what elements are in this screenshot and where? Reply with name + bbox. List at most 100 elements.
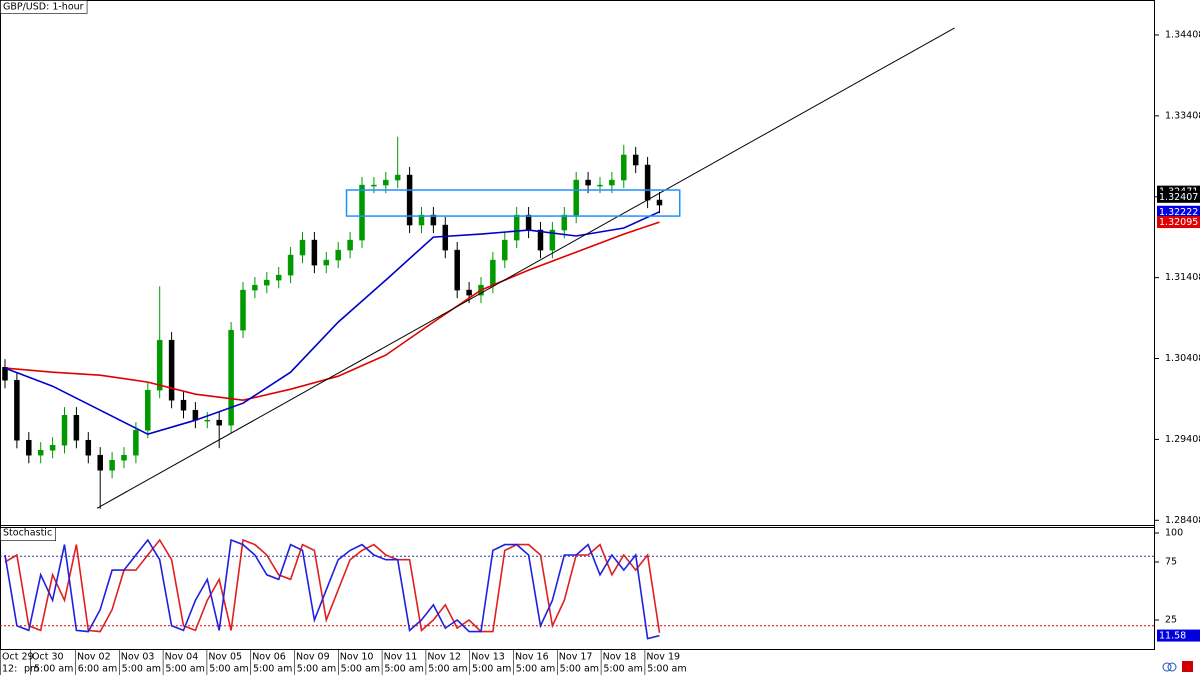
candle-body — [14, 380, 19, 440]
candle-body — [502, 240, 507, 260]
price-tag-label: 1.32407 — [1159, 192, 1198, 203]
candle-body — [288, 255, 293, 275]
y-tick-label: 1.30408 — [1165, 353, 1200, 364]
candle-body — [383, 180, 388, 185]
y-tick-label: 1.34408 — [1165, 29, 1200, 40]
candle-body — [597, 185, 602, 186]
candle-body — [264, 280, 269, 285]
candle-body — [205, 420, 210, 421]
x-time-label: 5:00 am — [384, 664, 423, 675]
candle-body — [395, 175, 400, 180]
candle-body — [324, 260, 329, 265]
x-time-label: 12: — [2, 664, 17, 675]
x-time-label: 5:00 am — [472, 664, 511, 675]
panel-title: GBP/USD: 1-hour — [3, 2, 84, 13]
y-tick-label: 75 — [1165, 557, 1177, 568]
x-date-label: Oct 30 — [32, 652, 64, 663]
candle-body — [312, 240, 317, 265]
candle-body — [252, 285, 257, 290]
candle-body — [645, 165, 650, 200]
candle-body — [359, 185, 364, 240]
trendline — [97, 28, 955, 508]
candle-body — [443, 225, 448, 250]
candle-body — [586, 180, 591, 185]
x-time-label: 5:00 am — [297, 664, 336, 675]
y-tick-label: 25 — [1165, 615, 1177, 626]
candle-body — [133, 430, 138, 455]
x-date-label: Nov 19 — [646, 652, 680, 663]
candle-body — [371, 185, 376, 186]
price-tag-label: 11.58 — [1159, 631, 1186, 642]
x-date-label: Nov 09 — [296, 652, 330, 663]
x-time-label: 5:00 am — [428, 664, 467, 675]
x-date-label: Nov 06 — [252, 652, 286, 663]
x-date-label: Nov 12 — [427, 652, 461, 663]
x-time-label: 5:00 am — [209, 664, 248, 675]
candle-body — [336, 250, 341, 260]
price-tag-label: 1.32095 — [1159, 217, 1198, 228]
candle-body — [62, 415, 67, 445]
candle-body — [633, 155, 638, 165]
candle-body — [574, 180, 579, 215]
x-date-label: Nov 13 — [471, 652, 505, 663]
candle-body — [98, 455, 103, 470]
candle-body — [490, 260, 495, 285]
candle-body — [169, 340, 174, 400]
x-time-label: 5:00 am — [122, 664, 161, 675]
candle-body — [193, 410, 198, 420]
x-date-label: Nov 16 — [515, 652, 549, 663]
x-date-label: Nov 02 — [77, 652, 111, 663]
candle-body — [121, 455, 126, 460]
candle-body — [455, 250, 460, 290]
candle-body — [526, 215, 531, 230]
x-time-label: 5:00 am — [253, 664, 292, 675]
candle-body — [181, 400, 186, 410]
candle-body — [240, 290, 245, 330]
link-icon[interactable] — [1168, 663, 1176, 671]
x-date-label: Nov 11 — [384, 652, 418, 663]
x-date-label: Nov 10 — [340, 652, 374, 663]
x-time-label: 5:00 am — [603, 664, 642, 675]
x-time-label: 5:00 am — [165, 664, 204, 675]
candle-body — [562, 215, 567, 230]
series-line — [5, 540, 660, 633]
x-time-label: 6:00 am — [78, 664, 117, 675]
x-date-label: Nov 17 — [559, 652, 593, 663]
x-date-label: Nov 04 — [165, 652, 199, 663]
candle-body — [217, 420, 222, 425]
y-tick-label: 1.29408 — [1165, 434, 1200, 445]
x-time-label: 5:00 am — [647, 664, 686, 675]
candle-body — [407, 175, 412, 225]
x-date-label: Nov 03 — [121, 652, 155, 663]
candle-body — [145, 390, 150, 430]
y-tick-label: 1.28408 — [1165, 515, 1200, 526]
candle-body — [621, 155, 626, 180]
candle-body — [38, 450, 43, 455]
candle-body — [50, 445, 55, 450]
y-tick-label: 100 — [1165, 528, 1183, 539]
candle-body — [86, 440, 91, 455]
close-icon[interactable] — [1182, 661, 1193, 672]
candle-body — [110, 460, 115, 470]
candle-body — [229, 330, 234, 425]
y-tick-label: 1.33408 — [1165, 110, 1200, 121]
panel-title: Stochastic — [3, 528, 52, 539]
candle-body — [467, 290, 472, 295]
plot-frame — [1, 1, 1155, 650]
candle-body — [538, 230, 543, 250]
candle-body — [300, 240, 305, 255]
candle-body — [514, 215, 519, 240]
toolbar-icons[interactable] — [1163, 661, 1193, 672]
series-line — [5, 212, 660, 434]
x-date-label: Nov 18 — [603, 652, 637, 663]
series-line — [5, 222, 660, 400]
candle-body — [74, 415, 79, 440]
zone-rectangle — [347, 190, 680, 216]
candle-body — [348, 240, 353, 250]
y-tick-label: 1.31408 — [1165, 272, 1200, 283]
candle-body — [26, 440, 31, 455]
x-time-label: 5:00 am — [560, 664, 599, 675]
x-date-label: Nov 05 — [208, 652, 242, 663]
stochastic-panel — [0, 540, 1155, 639]
